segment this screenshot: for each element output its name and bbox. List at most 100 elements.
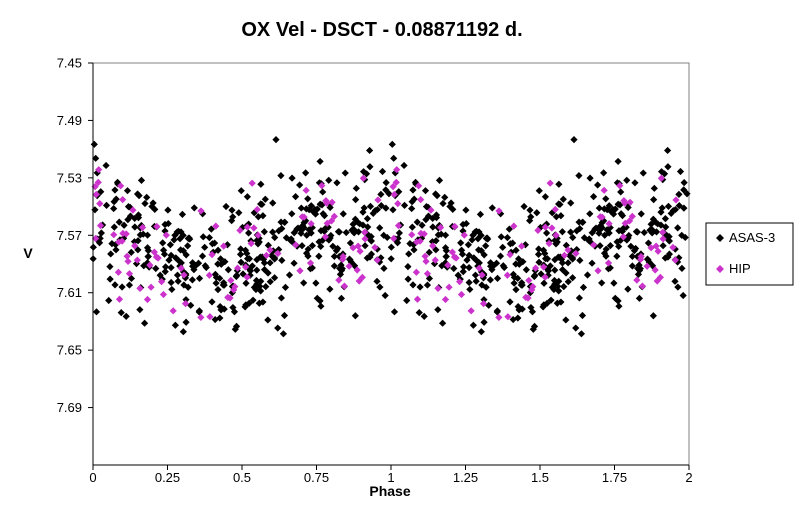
hip-data-point bbox=[600, 186, 608, 194]
asas3-data-point bbox=[442, 247, 450, 255]
asas3-data-point bbox=[527, 213, 535, 221]
hip-data-point bbox=[226, 294, 234, 302]
y-axis-label: V bbox=[23, 245, 33, 261]
asas3-data-point bbox=[246, 271, 254, 279]
x-tick-label: 0.75 bbox=[304, 470, 329, 485]
hip-data-point bbox=[327, 217, 336, 225]
asas3-data-point bbox=[635, 261, 643, 269]
asas3-data-point bbox=[347, 258, 355, 266]
asas3-data-point bbox=[317, 302, 325, 310]
asas3-data-point bbox=[577, 330, 586, 338]
asas3-data-point bbox=[337, 294, 346, 302]
hip-data-point bbox=[444, 261, 452, 269]
asas3-data-point bbox=[575, 218, 583, 226]
asas3-data-point bbox=[528, 308, 537, 316]
hip-data-point bbox=[119, 196, 127, 204]
hip-data-point bbox=[616, 181, 624, 190]
asas3-data-point bbox=[311, 205, 319, 214]
asas3-data-point bbox=[664, 146, 672, 155]
hip-data-point bbox=[455, 277, 464, 286]
asas3-data-point bbox=[404, 275, 412, 283]
hip-data-point bbox=[620, 196, 628, 205]
asas3-data-point bbox=[252, 285, 260, 294]
asas3-data-point bbox=[144, 252, 152, 261]
asas3-data-point bbox=[349, 220, 357, 228]
asas3-data-point bbox=[662, 223, 670, 231]
asas3-data-point bbox=[383, 233, 391, 242]
hip-data-point bbox=[125, 270, 134, 278]
asas3-data-point bbox=[253, 266, 261, 274]
asas3-data-point bbox=[290, 229, 298, 237]
legend-label-asas3: ASAS-3 bbox=[729, 230, 775, 245]
asas3-data-point bbox=[152, 264, 160, 273]
asas3-data-point bbox=[136, 231, 144, 239]
asas3-data-point bbox=[586, 210, 594, 218]
asas3-data-point bbox=[569, 255, 577, 263]
asas3-data-point bbox=[395, 188, 403, 196]
hip-data-point bbox=[532, 264, 540, 272]
asas3-data-point bbox=[518, 279, 526, 287]
asas3-data-point bbox=[248, 262, 256, 270]
hip-data-point bbox=[234, 264, 242, 272]
hip-data-point bbox=[420, 230, 428, 238]
asas3-data-point bbox=[106, 275, 114, 283]
hip-data-point bbox=[114, 268, 122, 276]
asas3-data-point bbox=[269, 247, 277, 255]
asas3-data-point bbox=[115, 218, 123, 226]
hip-data-point bbox=[292, 241, 300, 249]
asas3-data-point bbox=[302, 169, 310, 177]
asas3-data-point bbox=[137, 176, 146, 184]
asas3-data-point bbox=[230, 308, 239, 316]
asas3-data-point bbox=[678, 264, 686, 273]
asas3-data-point bbox=[367, 250, 376, 258]
asas3-data-point bbox=[588, 229, 596, 237]
hip-data-point bbox=[417, 196, 425, 204]
hip-data-point bbox=[628, 212, 636, 221]
asas3-data-point bbox=[181, 274, 190, 282]
asas3-data-point bbox=[637, 210, 645, 218]
hip-data-point bbox=[94, 178, 102, 186]
asas3-data-point bbox=[634, 270, 643, 278]
hip-data-point bbox=[534, 226, 542, 234]
asas3-data-point bbox=[515, 306, 523, 314]
hip-data-point bbox=[596, 213, 604, 221]
asas3-data-point bbox=[281, 218, 289, 226]
asas3-data-point bbox=[609, 210, 618, 218]
asas3-data-point bbox=[423, 281, 432, 289]
asas3-data-point bbox=[195, 274, 204, 282]
hip-data-point bbox=[355, 277, 363, 285]
asas3-data-point bbox=[555, 277, 563, 285]
hip-data-point bbox=[253, 205, 261, 214]
asas3-data-point bbox=[222, 202, 230, 211]
asas3-data-point bbox=[302, 205, 310, 213]
asas3-data-point bbox=[120, 221, 128, 229]
hip-data-point bbox=[448, 248, 456, 256]
asas3-data-point bbox=[530, 272, 538, 281]
asas3-data-point bbox=[366, 163, 374, 171]
hip-data-point bbox=[495, 313, 503, 321]
asas3-data-point bbox=[184, 242, 192, 250]
hip-data-point bbox=[445, 283, 453, 291]
asas3-data-point bbox=[341, 169, 349, 177]
hip-data-point bbox=[147, 283, 155, 291]
asas3-data-point bbox=[403, 296, 411, 305]
asas3-data-point bbox=[127, 274, 136, 283]
hip-data-point bbox=[659, 228, 667, 236]
asas3-data-point bbox=[657, 208, 665, 216]
asas3-data-point bbox=[562, 269, 570, 277]
hip-data-point bbox=[504, 313, 512, 321]
asas3-data-point bbox=[242, 279, 250, 287]
hip-data-point bbox=[392, 178, 400, 186]
asas3-data-point bbox=[363, 215, 372, 223]
asas3-data-point bbox=[207, 225, 215, 233]
hip-data-point bbox=[340, 282, 349, 290]
asas3-data-point bbox=[214, 286, 222, 294]
hip-data-point bbox=[551, 205, 559, 214]
asas3-data-point bbox=[316, 297, 324, 305]
asas3-data-point bbox=[364, 223, 372, 231]
asas3-data-point bbox=[480, 318, 488, 326]
asas3-data-point bbox=[557, 212, 565, 220]
asas3-data-point bbox=[329, 242, 337, 250]
asas3-data-point bbox=[260, 259, 269, 267]
asas3-data-point bbox=[271, 255, 279, 263]
